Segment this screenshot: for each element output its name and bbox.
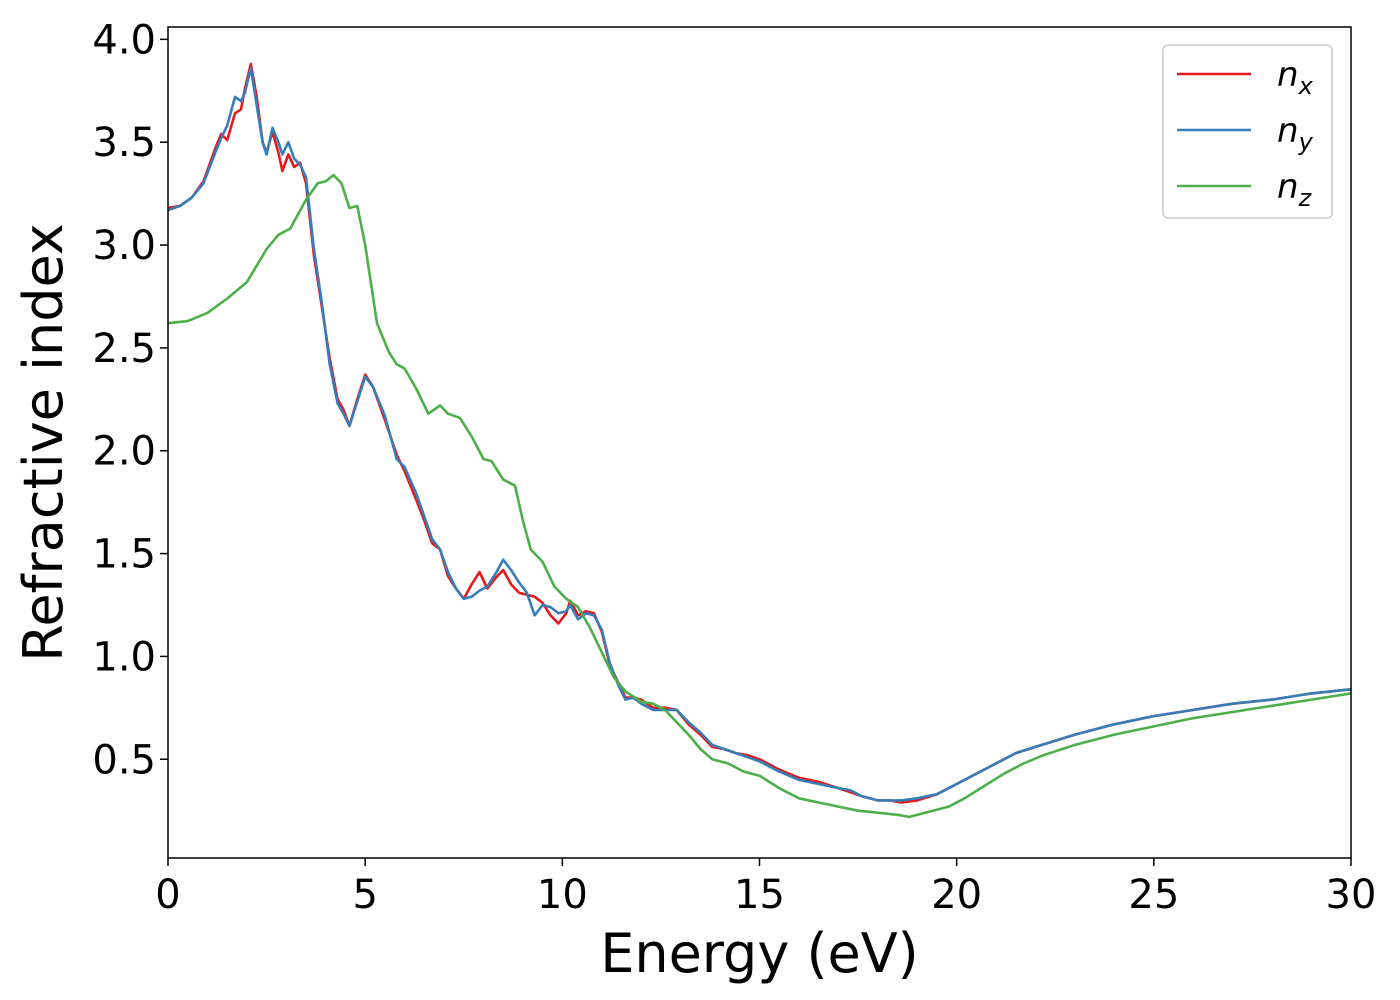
y-tick-label: 1.0 xyxy=(92,634,156,680)
x-tick-label: 10 xyxy=(537,872,588,918)
legend-label-nx: nx xyxy=(1277,55,1314,100)
x-tick-label: 25 xyxy=(1128,872,1179,918)
y-tick-label: 0.5 xyxy=(92,737,156,783)
legend: nx ny nz xyxy=(1162,44,1333,219)
y-tick-label: 2.0 xyxy=(92,429,156,475)
x-axis: 0 5 10 15 20 25 30 xyxy=(155,858,1376,918)
x-tick-label: 15 xyxy=(734,872,785,918)
series-line-ny xyxy=(168,66,1351,802)
legend-label-nz: nz xyxy=(1277,167,1313,212)
y-axis-title: Refractive index xyxy=(12,223,75,662)
y-tick-label: 3.0 xyxy=(92,223,156,269)
x-tick-label: 30 xyxy=(1326,872,1377,918)
x-tick-label: 20 xyxy=(931,872,982,918)
legend-box xyxy=(1162,44,1333,219)
y-tick-label: 3.5 xyxy=(92,120,156,166)
y-axis: 0.5 1.0 1.5 2.0 2.5 3.0 3.5 4.0 xyxy=(92,17,168,783)
y-tick-label: 4.0 xyxy=(92,17,156,63)
x-axis-title: Energy (eV) xyxy=(600,922,919,985)
y-tick-label: 1.5 xyxy=(92,532,156,578)
series-line-nz xyxy=(168,173,1351,819)
x-tick-label: 0 xyxy=(155,872,180,918)
x-tick-label: 5 xyxy=(352,872,377,918)
series-layer xyxy=(168,62,1351,819)
legend-label-ny: ny xyxy=(1277,111,1314,156)
y-tick-label: 2.5 xyxy=(92,326,156,372)
